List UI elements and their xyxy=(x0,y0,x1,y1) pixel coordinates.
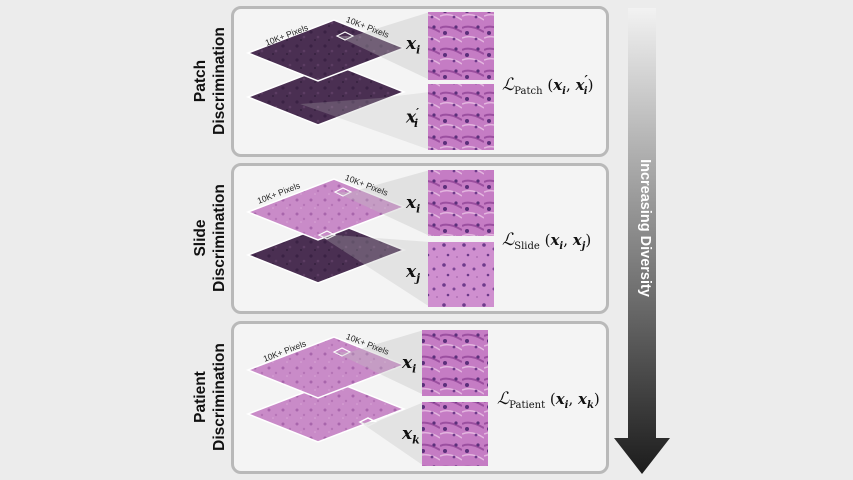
increasing-diversity-label: Increasing Diversity xyxy=(637,159,653,297)
loss-patch: ℒPatch (xi, x′i) xyxy=(502,72,594,97)
var-top-patch: xi xyxy=(406,34,421,57)
var-top-patient: xi xyxy=(402,353,417,376)
var-bottom-slide: xj xyxy=(406,262,421,285)
loss-slide: ℒSlide (xi, xj) xyxy=(502,230,592,252)
var-bottom-patient: xk xyxy=(402,424,420,447)
loss-patient: ℒPatient (xi, xk) xyxy=(497,389,600,411)
var-top-slide: xi xyxy=(406,193,421,216)
var-bottom-patch: x′i xyxy=(406,106,420,131)
